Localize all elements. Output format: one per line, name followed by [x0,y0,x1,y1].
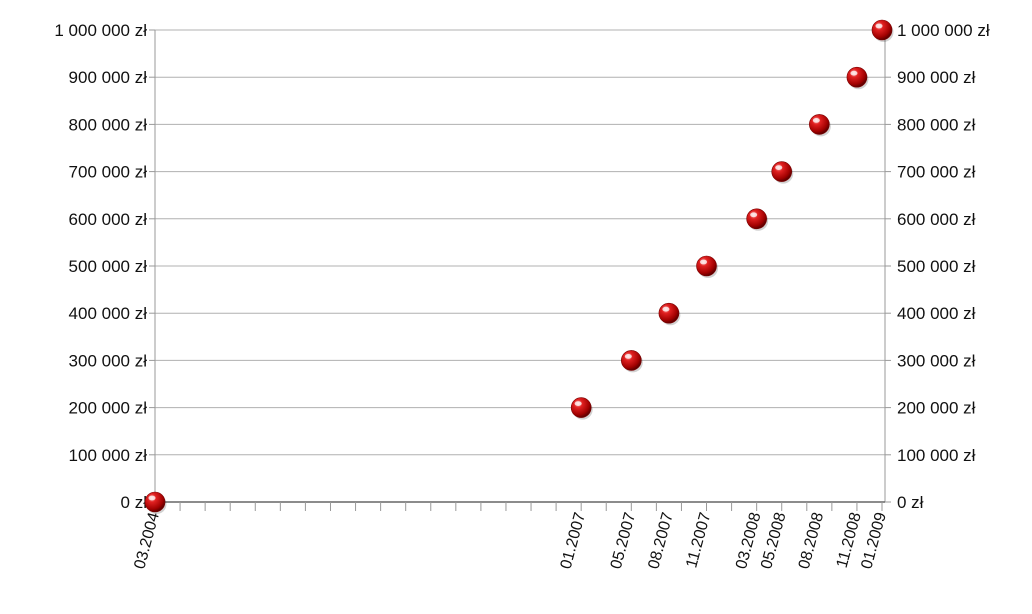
x-tick-label: 11.2007 [683,511,714,570]
data-point-highlight [812,118,820,123]
data-point-highlight [662,306,670,312]
data-point [871,19,894,42]
data-point-highlight [700,259,708,265]
data-point [746,208,769,231]
data-point-ball [621,350,642,371]
x-axis-labels: 03.2004 01.2007 05.2007 08.2007 11.2007 03.20… [131,511,889,571]
data-point-highlight [775,165,783,171]
data-point [696,255,719,278]
data-point-ball [809,114,830,135]
data-point-highlight [750,212,758,218]
y-tick-label-right: 100 000 zł [897,446,976,465]
data-point-ball [871,19,893,41]
data-points [144,19,894,514]
data-point-ball [570,397,592,418]
y-tick-label-right: 500 000 zł [897,257,976,276]
y-tick-label-left: 1 000 000 zł [54,21,147,40]
x-tick-label: 08.2008 [796,511,827,571]
x-tick-label: 08.2007 [645,511,676,571]
gridlines [155,29,885,456]
y-tick-label-right: 600 000 zł [897,210,976,229]
y-tick-label-right: 700 000 zł [897,163,976,182]
data-point-ball [144,491,166,513]
data-point [809,114,831,137]
x-tick-label: 03.2004 [131,511,162,571]
y-tick-label-right: 200 000 zł [897,399,976,418]
data-point-highlight [624,354,632,359]
y-axis-left-labels: 0 zł 100 000 zł 200 000 zł 300 000 zł 400 00… [54,21,147,512]
data-point-ball [746,208,767,230]
data-point-highlight [875,23,883,29]
y-tick-label-left: 300 000 zł [69,351,148,370]
data-point-ball [696,255,717,277]
y-tick-label-left: 100 000 zł [69,446,148,465]
data-point [658,302,681,326]
y-tick-label-right: 400 000 zł [897,304,976,323]
x-axis-ticks [154,502,883,511]
data-point-ball [658,302,680,324]
y-tick-label-left: 500 000 zł [69,257,148,276]
y-tick-label-right: 900 000 zł [897,68,976,87]
y-tick-label-right: 0 zł [897,493,924,512]
data-point-highlight [850,70,858,76]
data-point-highlight [574,401,582,406]
data-point [771,161,794,184]
data-point-ball [846,66,868,88]
x-tick-label: 05.2007 [608,511,639,571]
data-point [144,491,167,514]
x-tick-label: 01.2007 [558,511,589,571]
y-tick-label-left: 400 000 zł [69,304,148,323]
y-tick-label-left: 200 000 zł [69,399,148,418]
data-point [846,66,869,90]
y-tick-label-left: 900 000 zł [69,68,148,87]
y-axis-right-labels: 0 zł 100 000 zł 200 000 zł 300 000 zł 400 00… [897,21,990,512]
axes [149,29,891,503]
data-point [570,397,593,420]
y-tick-label-right: 1 000 000 zł [897,21,990,40]
data-point [621,350,643,373]
y-tick-label-left: 0 zł [121,493,148,512]
y-tick-label-left: 600 000 zł [69,210,148,229]
y-tick-label-right: 300 000 zł [897,351,976,370]
y-tick-label-left: 800 000 zł [69,115,148,134]
y-tick-label-left: 700 000 zł [69,163,148,182]
data-point-highlight [148,495,156,501]
data-point-ball [771,161,793,182]
y-tick-label-right: 800 000 zł [897,115,976,134]
